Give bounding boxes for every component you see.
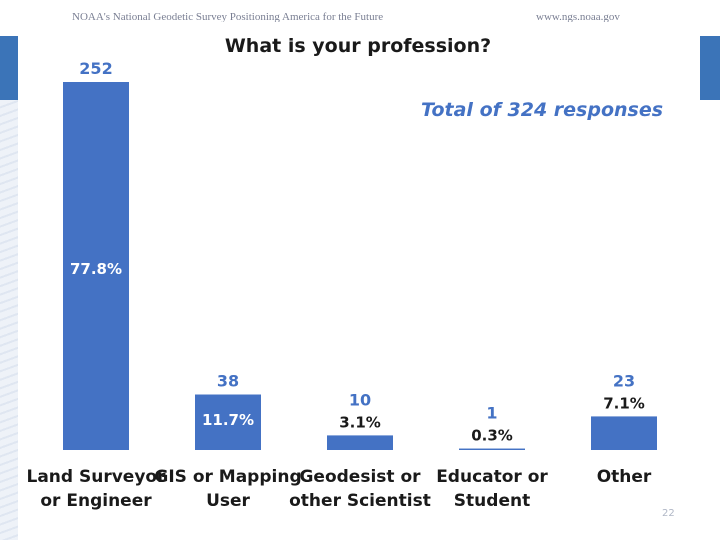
category-label: Land Surveyor xyxy=(27,467,167,487)
bar-value-label: 10 xyxy=(349,390,371,409)
chart-annotation: Total of 324 responses xyxy=(421,99,663,121)
bar-percent-label: 11.7% xyxy=(202,411,254,429)
bar xyxy=(327,435,393,450)
category-label: or Engineer xyxy=(40,491,152,511)
category-label: User xyxy=(206,491,250,511)
category-label: Geodesist or xyxy=(299,467,421,487)
decorative-stripes xyxy=(0,100,18,540)
bar-percent-label: 3.1% xyxy=(339,413,381,431)
chart-title: What is your profession? xyxy=(225,35,491,57)
header-url: www.ngs.noaa.gov xyxy=(536,11,620,23)
bar xyxy=(63,82,129,450)
bar-percent-label: 77.8% xyxy=(70,260,122,278)
bar-percent-label: 0.3% xyxy=(471,427,513,445)
category-label: Student xyxy=(454,491,530,511)
category-label: Educator or xyxy=(436,467,548,487)
bar xyxy=(459,448,525,450)
bar xyxy=(195,394,261,450)
category-label: Other xyxy=(597,467,652,487)
bar-value-label: 38 xyxy=(217,372,239,391)
category-label: GIS or Mapping xyxy=(154,467,301,487)
category-label: other Scientist xyxy=(289,491,431,511)
bar-percent-label: 7.1% xyxy=(603,394,645,412)
header-org-text: NOAA's National Geodetic Survey Position… xyxy=(72,11,384,23)
page-number: 22 xyxy=(662,508,675,519)
bar-value-label: 1 xyxy=(486,404,497,423)
bar-value-label: 23 xyxy=(613,371,635,390)
bar xyxy=(591,416,657,450)
bar-value-label: 252 xyxy=(79,59,112,78)
